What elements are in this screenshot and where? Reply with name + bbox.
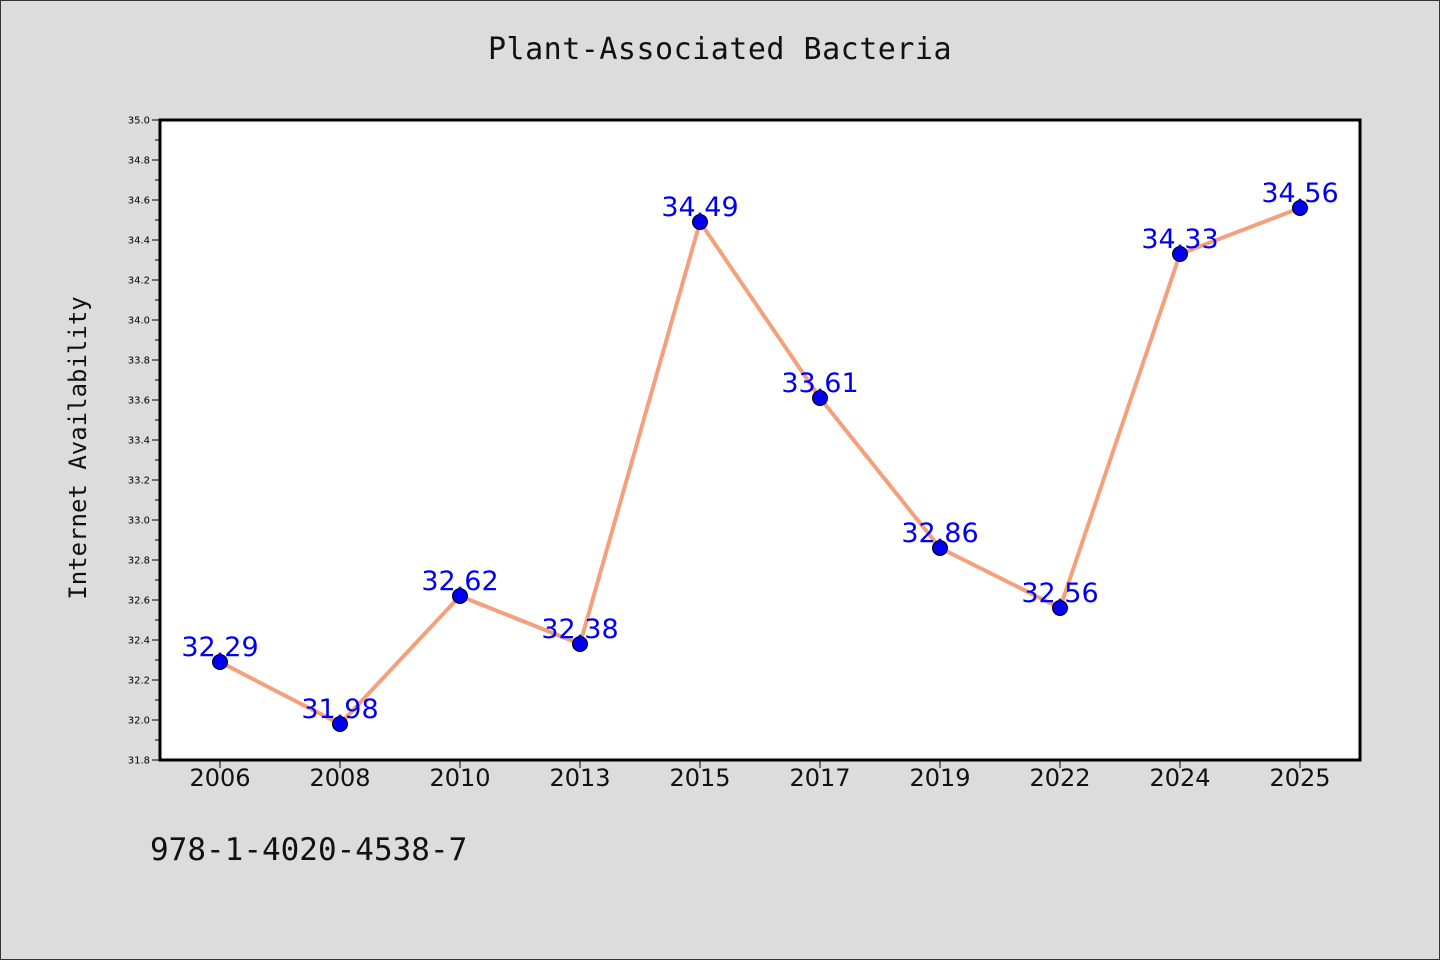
data-label: 34.33: [1141, 224, 1218, 255]
data-point: [572, 636, 588, 652]
series-group: [212, 200, 1308, 732]
x-tick-label: 2013: [549, 764, 610, 792]
y-tick-label: 33.6: [128, 396, 150, 407]
data-label: 32.56: [1021, 578, 1098, 609]
y-tick-label: 32.4: [128, 636, 150, 647]
data-point: [212, 654, 228, 670]
data-point: [692, 214, 708, 230]
chart-title: Plant-Associated Bacteria: [487, 32, 953, 67]
x-tick-label: 2015: [669, 764, 730, 792]
y-tick-label: 35.0: [128, 116, 150, 127]
x-tick-label: 2006: [189, 764, 250, 792]
data-label: 32.38: [541, 614, 618, 645]
data-label: 32.86: [901, 518, 978, 549]
y-tick-label: 34.2: [128, 276, 150, 287]
x-axis: 2006 2008 2010 2013 2015 2017 2019 2022 2024 2025: [189, 760, 1331, 792]
data-point: [932, 540, 948, 556]
y-tick-label: 34.6: [128, 196, 150, 207]
y-tick-label: 33.0: [128, 516, 150, 527]
y-tick-label: 32.6: [128, 596, 150, 607]
y-axis: 31.8 32.0 32.2 32.4 32.6 32.8 33.0 33.2 33.4 33.6…: [128, 116, 160, 767]
data-point: [1052, 600, 1068, 616]
data-point: [452, 588, 468, 604]
plot-area: [158, 118, 1362, 762]
data-label: 32.29: [181, 632, 258, 663]
data-label: 34.49: [661, 192, 738, 223]
x-tick-label: 2017: [789, 764, 850, 792]
data-point: [332, 716, 348, 732]
series-line: [218, 206, 1302, 726]
y-tick-label: 34.8: [128, 156, 150, 167]
data-labels-group: 32.29 31.98 32.62 32.38 34.49 33.61 32.86 32.56…: [181, 178, 1338, 725]
data-label: 34.56: [1261, 178, 1338, 209]
x-tick-label: 2024: [1149, 764, 1210, 792]
x-tick-label: 2025: [1269, 764, 1330, 792]
data-label: 33.61: [781, 368, 858, 399]
y-axis-label: Internet Availability: [64, 296, 92, 599]
x-tick-label: 2008: [309, 764, 370, 792]
y-tick-label: 33.2: [128, 476, 150, 487]
y-tick-label: 32.8: [128, 556, 150, 567]
x-tick-label: 2019: [909, 764, 970, 792]
data-point: [812, 390, 828, 406]
y-tick-label: 33.4: [128, 436, 150, 447]
footer-code: 978-1-4020-4538-7: [150, 832, 468, 868]
data-point: [1172, 246, 1188, 262]
y-tick-label: 33.8: [128, 356, 150, 367]
x-tick-label: 2010: [429, 764, 490, 792]
y-tick-label: 34.4: [128, 236, 150, 247]
data-label: 31.98: [301, 694, 378, 725]
y-tick-label: 31.8: [128, 756, 150, 767]
y-tick-label: 32.2: [128, 676, 150, 687]
x-tick-label: 2022: [1029, 764, 1090, 792]
data-label: 32.62: [421, 566, 498, 597]
data-point: [1292, 200, 1308, 216]
y-tick-label: 34.0: [128, 316, 150, 327]
y-tick-label: 32.0: [128, 716, 150, 727]
